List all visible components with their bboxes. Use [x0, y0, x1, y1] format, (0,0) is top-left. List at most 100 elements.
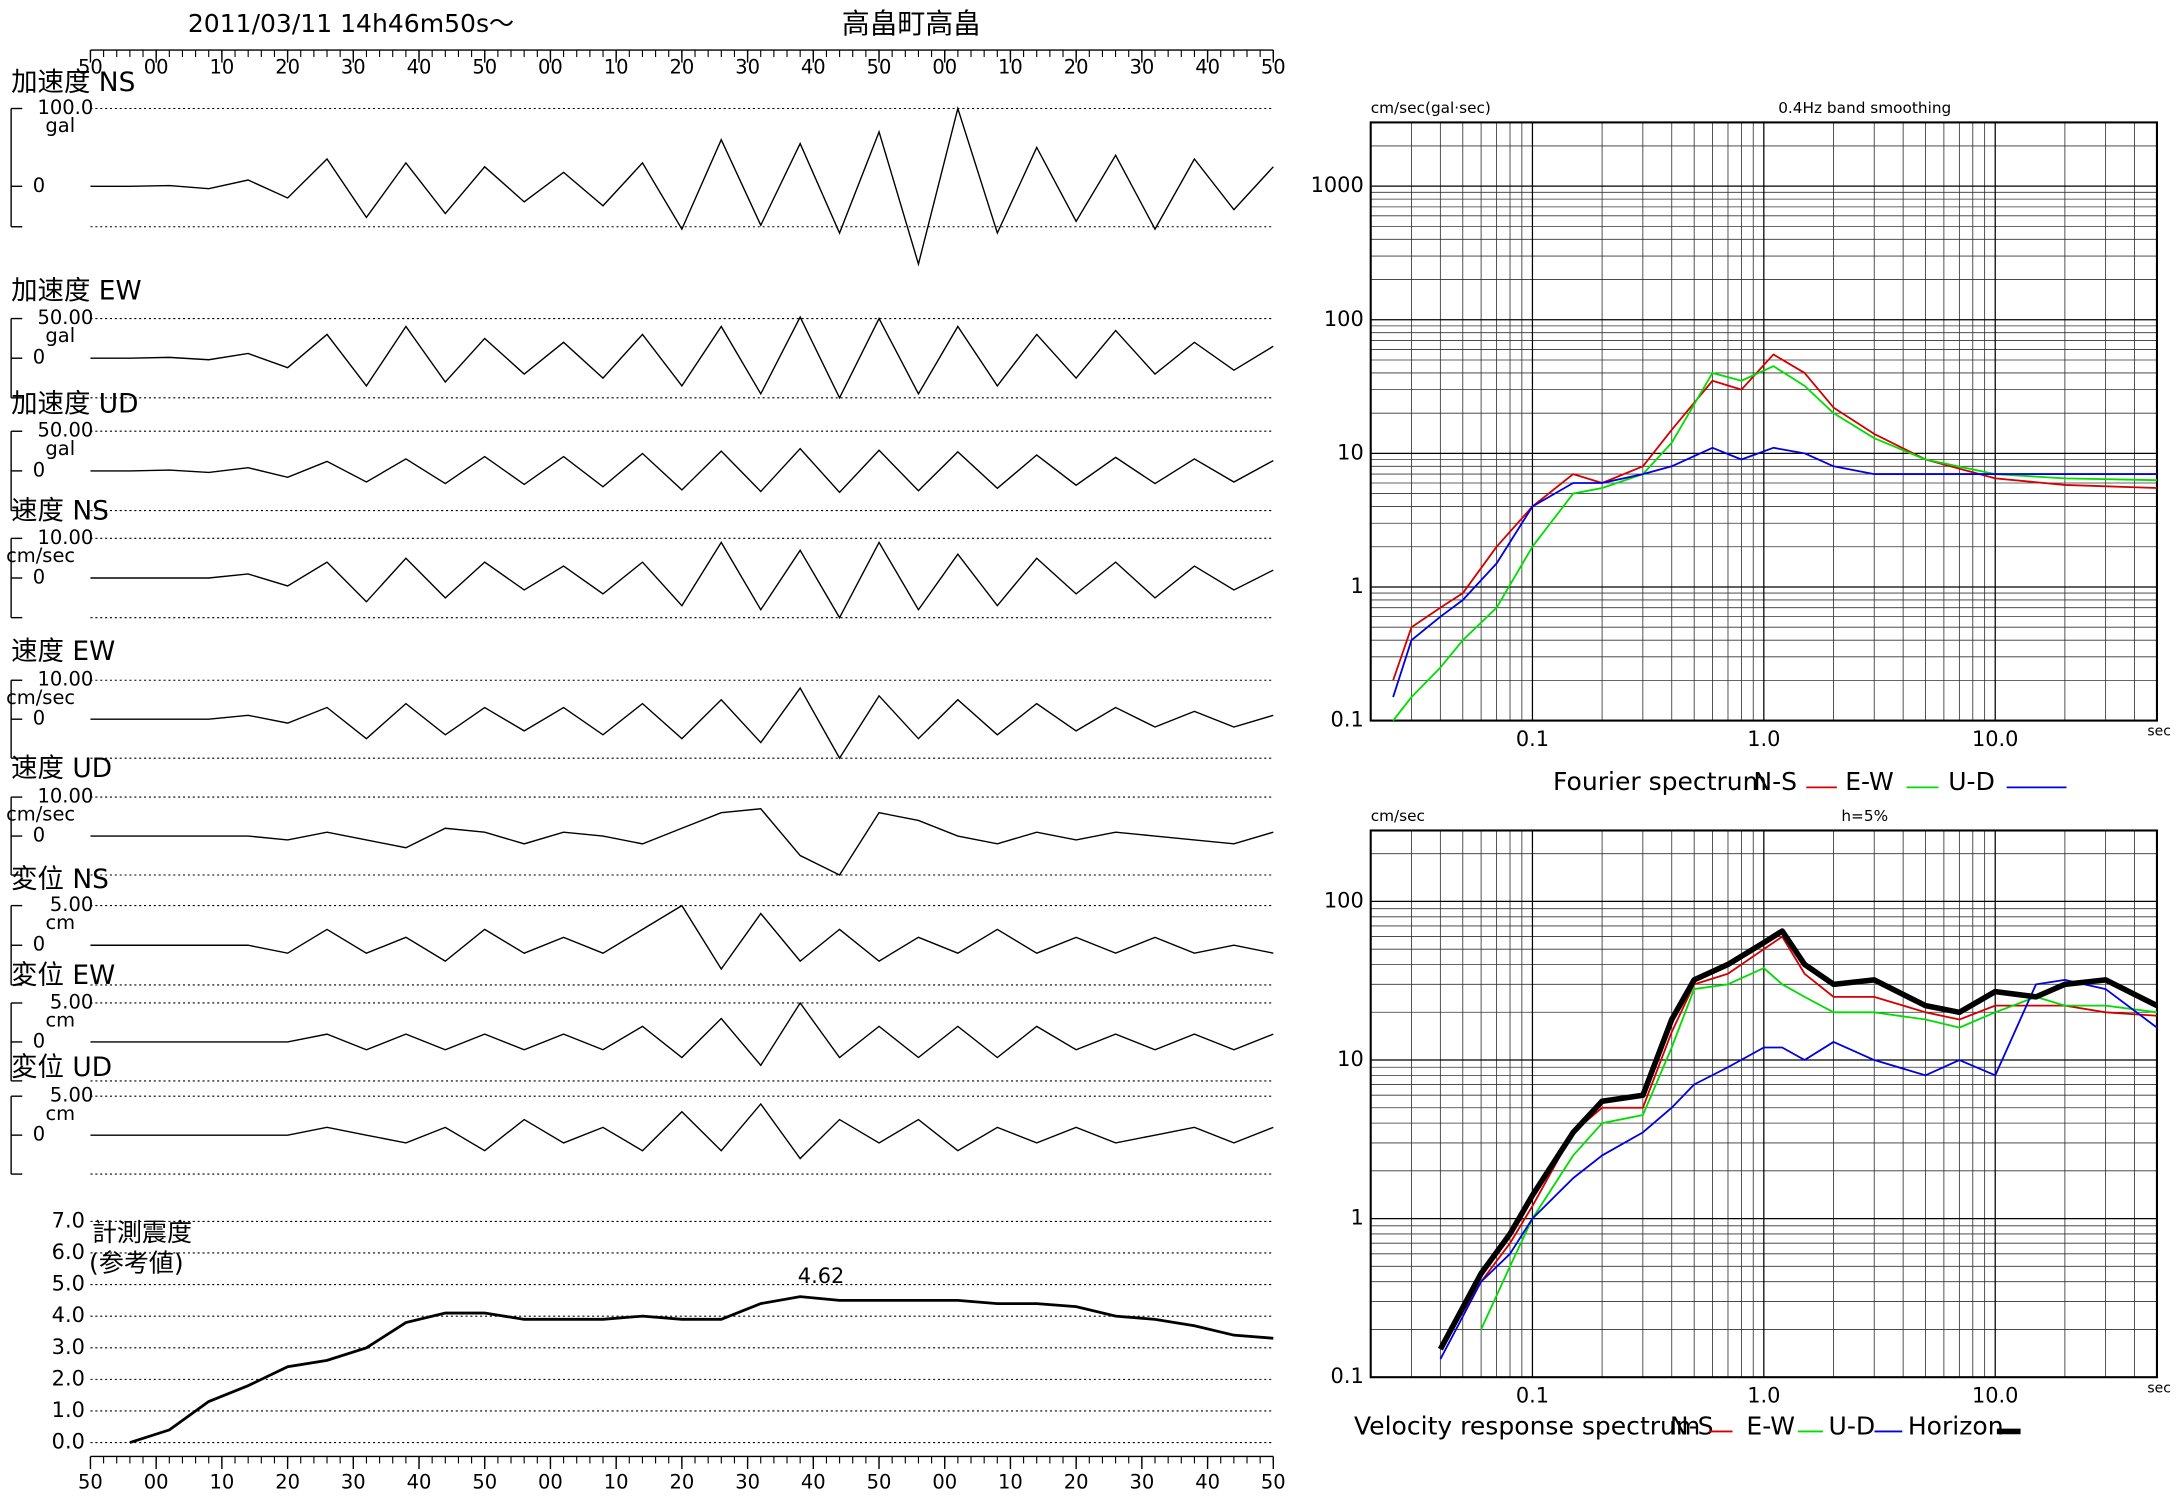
plot-frame — [1369, 121, 2158, 722]
x-tick-label: 20 — [1064, 1470, 1089, 1493]
panel-name: 加速度 EW — [11, 276, 142, 307]
x-tick-label: 40 — [801, 1470, 826, 1493]
y-tick-label: 10.00 — [37, 668, 93, 691]
x-tick-label: 00 — [932, 1470, 957, 1493]
data-label: 4.62 — [798, 1264, 844, 1288]
y-tick-label: 0.1 — [1331, 1364, 1364, 1388]
legend-label: E-W — [1746, 1411, 1795, 1440]
chart-title: h=5% — [1841, 807, 1888, 825]
x-tick-label: 20 — [669, 56, 694, 79]
unit-label: cm — [45, 1009, 75, 1032]
y-tick-label: 50.00 — [37, 419, 93, 442]
x-tick-label: 50 — [1261, 1470, 1286, 1493]
y-tick-label: 10 — [1337, 1047, 1364, 1071]
legend-label: N-S — [1670, 1411, 1714, 1440]
y-tick-label: 3.0 — [52, 1335, 85, 1359]
x-tick-label: 00 — [144, 56, 169, 79]
unit-label: gal — [45, 114, 75, 137]
legend-label: N-S — [1753, 767, 1797, 796]
y-tick-label: 0 — [33, 933, 45, 956]
x-tick-label: 50 — [867, 56, 892, 79]
x-axis-label: sec — [2147, 1380, 2170, 1396]
trace — [90, 1102, 1274, 1160]
y-tick-label: 1 — [1350, 1206, 1363, 1230]
x-tick-label: 40 — [1195, 56, 1220, 79]
panel-name: 速度 NS — [11, 495, 109, 526]
y-tick-label: 100 — [1324, 307, 1364, 331]
x-tick-label: 1.0 — [1747, 1384, 1780, 1408]
x-tick-label: 30 — [341, 1470, 366, 1493]
y-tick-label: 0.0 — [52, 1430, 85, 1454]
title: 2011/03/11 14h46m50s〜 — [188, 9, 514, 38]
caption: Velocity response spectrum — [1354, 1411, 1700, 1440]
x-tick-label: 20 — [1064, 56, 1089, 79]
x-tick-label: 40 — [407, 1470, 432, 1493]
y-tick-label: 4.0 — [52, 1303, 85, 1327]
unit-label: cm/sec — [6, 803, 75, 826]
y-tick-label: 5.0 — [52, 1272, 85, 1296]
series-line — [1392, 446, 2157, 698]
series-line — [1439, 978, 2158, 1360]
y-tick-label: 1 — [1350, 574, 1363, 598]
x-tick-label: 00 — [932, 56, 957, 79]
y-tick-label: 10.00 — [37, 526, 93, 549]
y-tick-label: 1.0 — [52, 1398, 85, 1422]
series-line — [1437, 928, 2159, 1351]
x-tick-label: 50 — [472, 56, 497, 79]
y-tick-label: 100 — [1324, 888, 1364, 912]
x-tick-label: 1.0 — [1747, 727, 1780, 751]
y-tick-label: 0 — [33, 174, 45, 197]
x-axis-label: sec — [2147, 724, 2170, 740]
legend-label: U-D — [1948, 767, 1995, 796]
x-tick-label: 20 — [275, 56, 300, 79]
y-tick-label: 7.0 — [52, 1208, 85, 1232]
x-tick-label: 00 — [144, 1470, 169, 1493]
trace — [90, 540, 1274, 620]
y-tick-label: 0 — [33, 566, 45, 589]
x-tick-label: 40 — [407, 56, 432, 79]
y-axis-label: cm/sec(gal·sec) — [1371, 99, 1491, 117]
trace — [90, 315, 1274, 400]
x-tick-label: 10 — [998, 1470, 1023, 1493]
panel-note: (参考値) — [89, 1249, 184, 1278]
x-tick-label: 50 — [472, 1470, 497, 1493]
y-tick-label: 10 — [1337, 440, 1364, 464]
x-tick-label: 30 — [1129, 1470, 1154, 1493]
trace — [90, 447, 1274, 494]
caption: Fourier spectrum — [1553, 767, 1767, 796]
y-tick-label: 1000 — [1311, 173, 1364, 197]
x-tick-label: 10 — [604, 56, 629, 79]
unit-label: cm/sec — [6, 686, 75, 709]
y-tick-label: 0 — [33, 707, 45, 730]
legend-label: Horizon — [1908, 1411, 2004, 1440]
panel-name: 変位 NS — [11, 864, 109, 895]
y-tick-label: 0 — [33, 346, 45, 369]
x-tick-label: 50 — [1261, 56, 1286, 79]
trace — [90, 686, 1274, 760]
x-tick-label: 20 — [275, 1470, 300, 1493]
x-tick-label: 10.0 — [1972, 727, 2018, 751]
panel-name: 計測震度 — [92, 1218, 192, 1247]
y-tick-label: 5.00 — [50, 990, 93, 1013]
panel-name: 速度 EW — [11, 636, 115, 667]
x-tick-label: 30 — [341, 56, 366, 79]
unit-label: cm — [45, 1102, 75, 1125]
x-tick-label: 10 — [209, 1470, 234, 1493]
x-tick-label: 0.1 — [1516, 1384, 1549, 1408]
series-line — [1392, 365, 2157, 722]
x-tick-label: 0.1 — [1516, 727, 1549, 751]
chart-title: 0.4Hz band smoothing — [1778, 99, 1951, 117]
x-tick-label: 50 — [78, 1470, 103, 1493]
panel-name: 変位 EW — [11, 960, 115, 991]
trace — [90, 808, 1274, 876]
x-tick-label: 30 — [735, 56, 760, 79]
x-tick-label: 00 — [538, 56, 563, 79]
panel-name: 変位 UD — [11, 1052, 112, 1083]
trace — [90, 904, 1274, 971]
y-tick-label: 0 — [33, 1029, 45, 1052]
y-tick-label: 5.00 — [50, 893, 93, 916]
y-tick-label: 0 — [33, 824, 45, 847]
